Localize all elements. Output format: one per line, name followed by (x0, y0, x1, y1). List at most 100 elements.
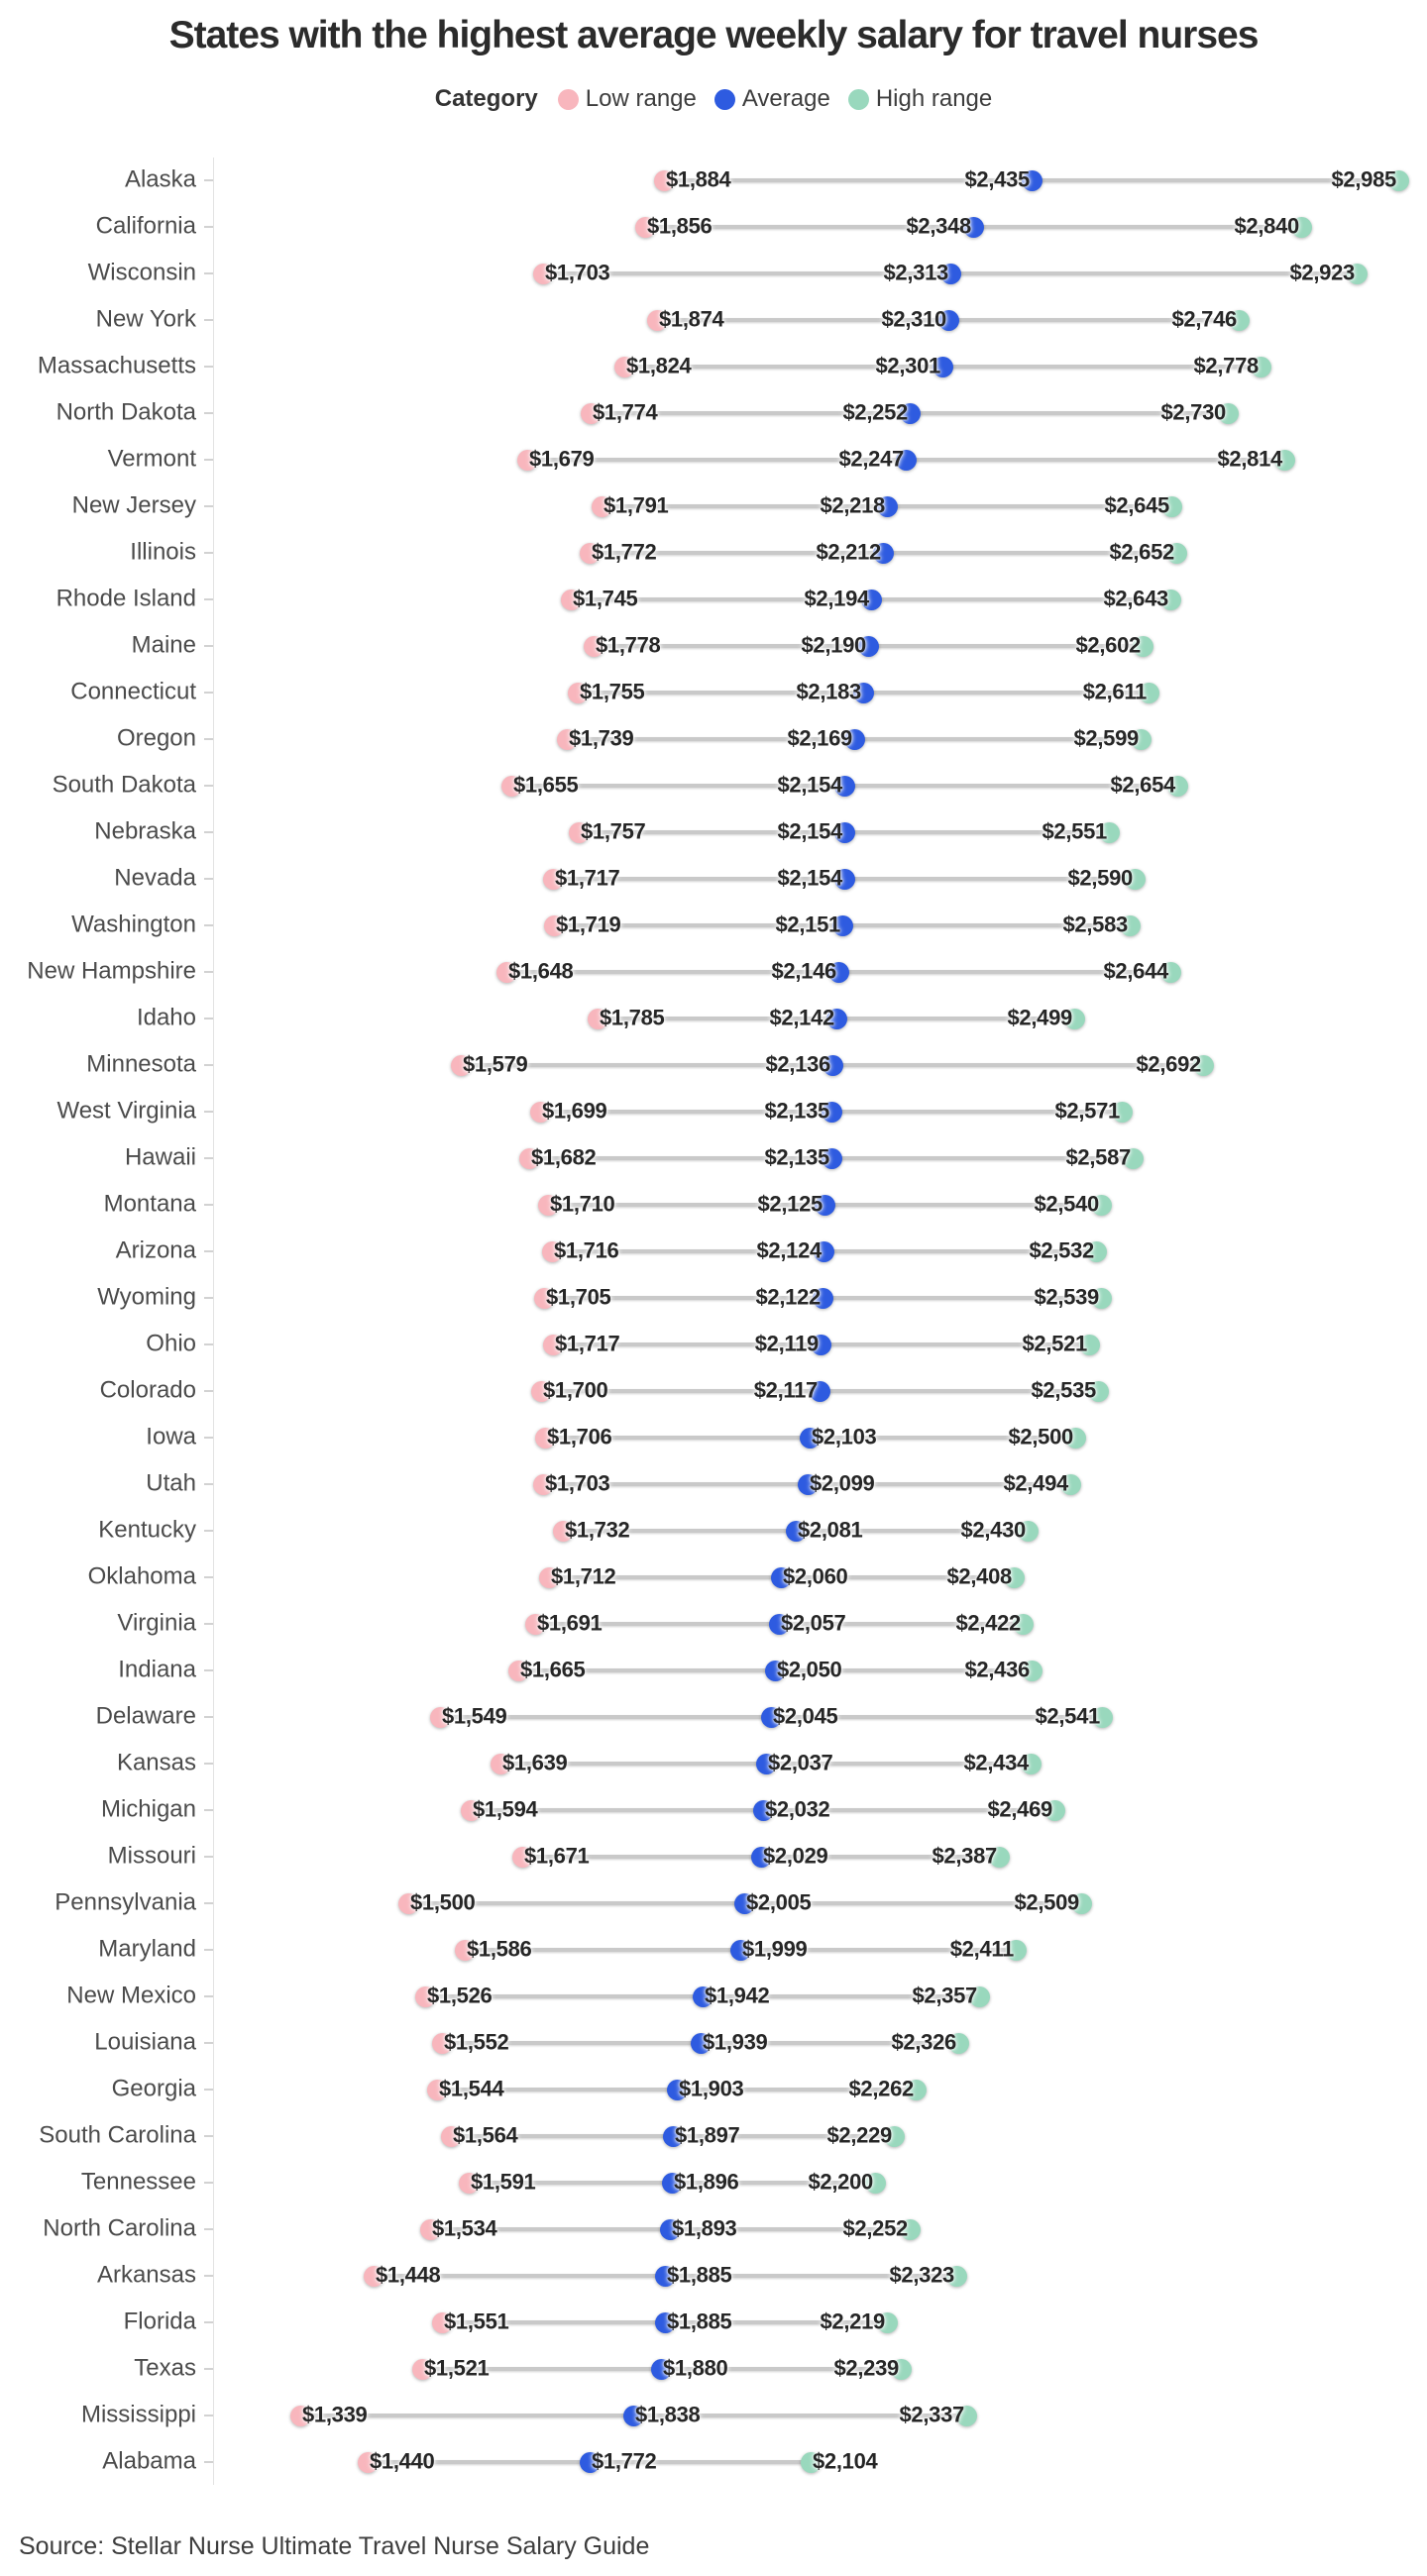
high-dot (883, 2125, 905, 2147)
low-dot (431, 2032, 453, 2054)
high-dot (1043, 1799, 1065, 1821)
average-dot (797, 1473, 819, 1495)
average-dot (729, 1939, 751, 1961)
state-row: New Hampshire $1,648 $2,146 $2,644 (0, 949, 1427, 996)
state-row: Ohio $1,717 $2,119 $2,521 (0, 1322, 1427, 1368)
low-value-label: $1,719 (556, 912, 621, 937)
state-row: Illinois $1,772 $2,212 $2,652 (0, 530, 1427, 577)
high-value-label: $2,535 (1031, 1377, 1097, 1403)
low-dot (397, 1892, 419, 1914)
state-row: Virginia $1,691 $2,057 $2,422 (0, 1601, 1427, 1648)
state-row: Arkansas $1,448 $1,885 $2,323 (0, 2253, 1427, 2300)
high-dot (1192, 1054, 1214, 1076)
state-row: Rhode Island $1,745 $2,194 $2,643 (0, 577, 1427, 623)
average-dot (876, 495, 898, 517)
high-dot (800, 2451, 822, 2473)
axis-tick (204, 2414, 213, 2416)
state-row: Maine $1,778 $2,190 $2,602 (0, 623, 1427, 670)
legend-item-label: High range (875, 85, 993, 112)
state-label: Hawaii (124, 1143, 196, 1171)
axis-tick (204, 1808, 213, 1811)
low-value-label: $1,739 (569, 725, 634, 751)
low-value-label: $1,700 (543, 1377, 608, 1403)
state-label: Montana (103, 1190, 196, 1218)
state-row: Mississippi $1,339 $1,838 $2,337 (0, 2393, 1427, 2439)
high-value-label: $2,652 (1109, 539, 1175, 565)
average-dot (932, 356, 953, 377)
low-dot (458, 2172, 480, 2194)
average-dot (860, 589, 882, 610)
state-label: Nebraska (94, 817, 196, 845)
low-dot (567, 682, 589, 703)
low-value-label: $1,716 (554, 1237, 619, 1263)
low-value-label: $1,703 (545, 1470, 610, 1496)
high-value-label: $2,500 (1008, 1424, 1074, 1449)
state-label: Kansas (116, 1749, 196, 1776)
average-value-label: $1,999 (742, 1936, 808, 1962)
state-row: Utah $1,703 $2,099 $2,494 (0, 1461, 1427, 1508)
state-label: Oklahoma (87, 1562, 196, 1590)
high-value-label: $2,599 (1073, 725, 1140, 751)
axis-tick (204, 1296, 213, 1299)
low-value-label: $1,856 (647, 213, 713, 239)
low-value-label: $1,655 (513, 772, 579, 798)
state-row: Kansas $1,639 $2,037 $2,434 (0, 1741, 1427, 1787)
average-dot (814, 1194, 835, 1216)
axis-tick (204, 1436, 213, 1439)
high-dot (1228, 309, 1250, 331)
state-row: Michigan $1,594 $2,032 $2,469 (0, 1787, 1427, 1834)
axis-tick (204, 1529, 213, 1532)
high-dot (1138, 682, 1159, 703)
high-dot (1064, 1427, 1086, 1449)
high-dot (1160, 495, 1182, 517)
average-dot (822, 1054, 843, 1076)
low-dot (560, 589, 582, 610)
axis-tick (204, 1389, 213, 1392)
source-attribution: Source: Stellar Nurse Ultimate Travel Nu… (19, 2532, 650, 2560)
low-dot (460, 1799, 482, 1821)
state-label: New Hampshire (27, 957, 196, 985)
average-dot (833, 775, 855, 797)
state-label: Minnesota (86, 1050, 196, 1078)
axis-tick (204, 1994, 213, 1997)
axis-tick (204, 2274, 213, 2277)
axis-tick (204, 1156, 213, 1159)
high-value-label: $2,541 (1035, 1703, 1101, 1729)
low-dot (507, 1660, 529, 1681)
low-value-label: $1,679 (529, 446, 595, 472)
axis-tick (204, 2227, 213, 2230)
state-row: Florida $1,551 $1,885 $2,219 (0, 2300, 1427, 2346)
high-value-label: $2,840 (1234, 213, 1300, 239)
state-label: Alaska (124, 165, 196, 193)
average-value-label: $1,838 (635, 2402, 701, 2427)
low-value-label: $1,665 (520, 1657, 586, 1682)
state-row: Arizona $1,716 $2,124 $2,532 (0, 1229, 1427, 1275)
state-label: Utah (146, 1469, 196, 1497)
state-row: New York $1,874 $2,310 $2,746 (0, 297, 1427, 344)
average-dot (650, 2358, 672, 2380)
state-label: Florida (123, 2308, 196, 2335)
low-value-label: $1,551 (444, 2308, 509, 2334)
high-dot (955, 2405, 977, 2426)
axis-tick (204, 597, 213, 600)
low-dot (529, 1101, 551, 1123)
high-dot (1090, 1287, 1112, 1309)
average-value-label: $2,045 (773, 1703, 838, 1729)
high-dot (1273, 449, 1295, 471)
state-label: Pennsylvania (55, 1888, 196, 1916)
low-dot (579, 542, 601, 564)
state-row: Alabama $1,440 $1,772 $2,104 (0, 2439, 1427, 2486)
high-dot (1122, 1147, 1144, 1169)
state-row: Oregon $1,739 $2,169 $2,599 (0, 716, 1427, 763)
state-label: North Carolina (43, 2214, 196, 2242)
low-value-label: $1,448 (376, 2262, 441, 2288)
average-dot (899, 402, 921, 424)
high-value-label: $2,200 (808, 2169, 874, 2195)
state-label: Texas (134, 2354, 196, 2382)
low-value-label: $1,564 (453, 2122, 518, 2148)
low-value-label: $1,824 (626, 353, 692, 378)
state-label: Arkansas (96, 2261, 196, 2289)
low-dot (613, 356, 635, 377)
average-value-label: $2,136 (765, 1051, 831, 1077)
